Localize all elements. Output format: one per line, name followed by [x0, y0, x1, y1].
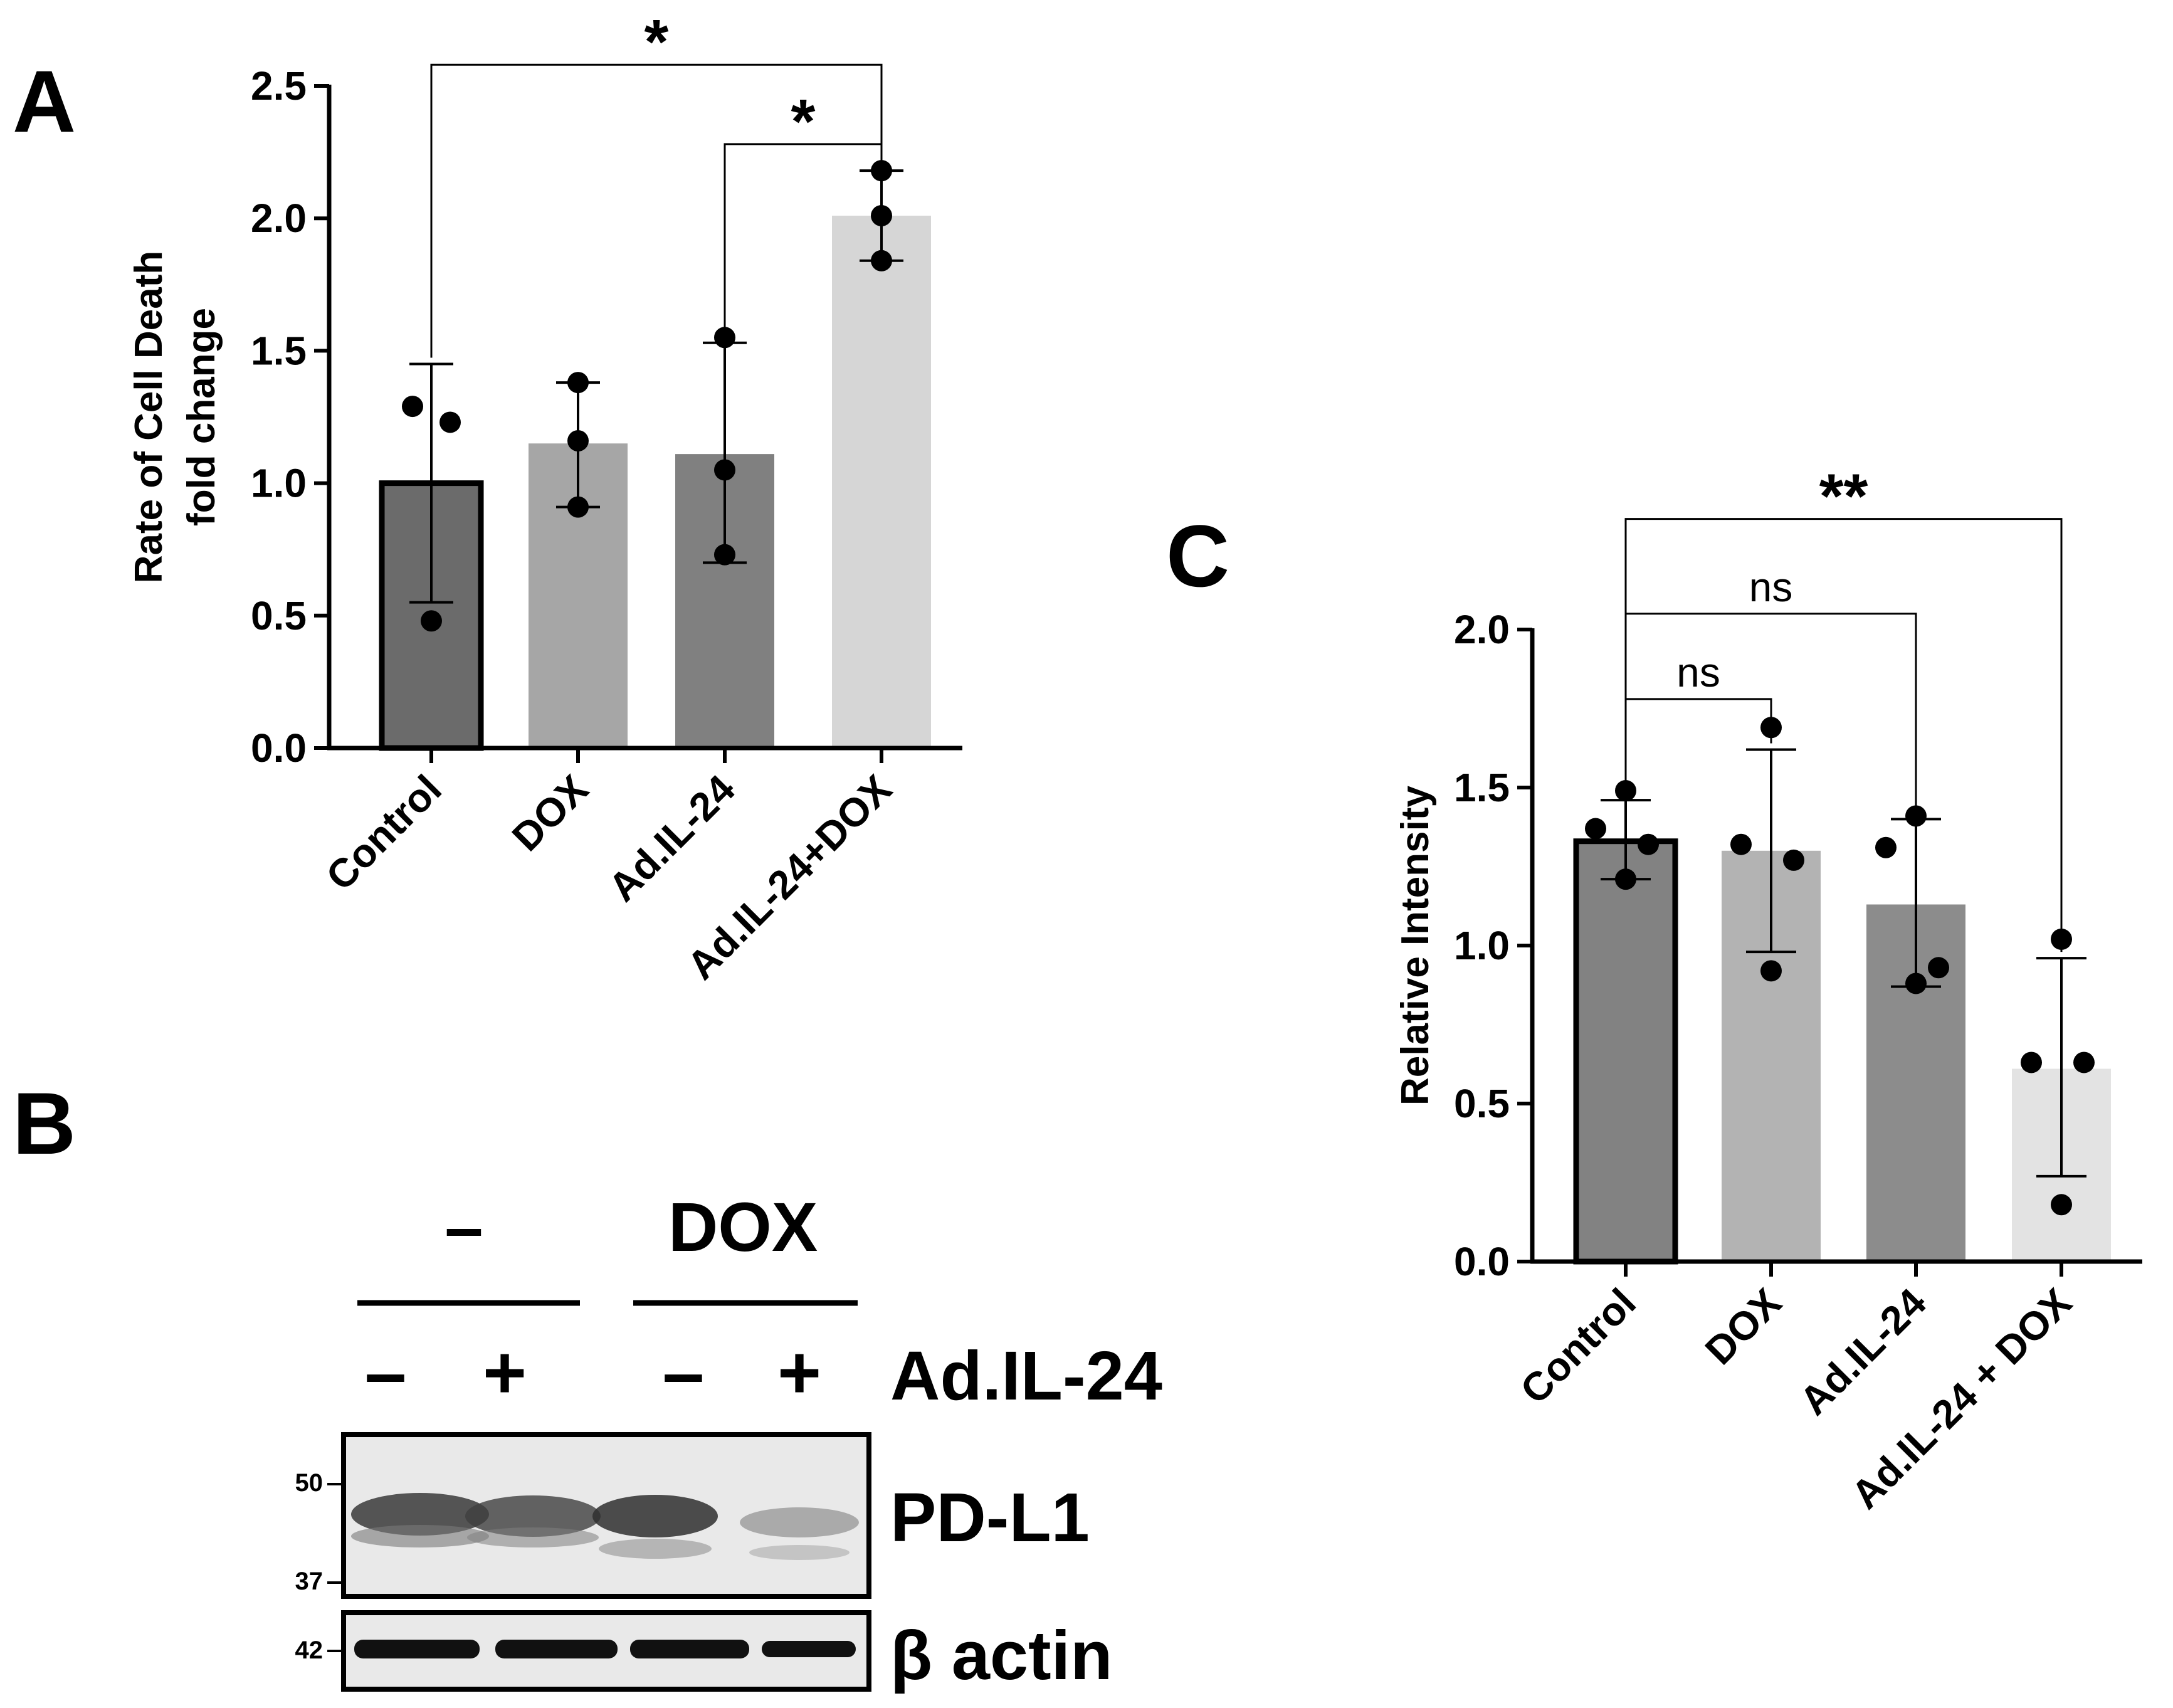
chart-a-ytick-1: 0.0	[251, 725, 307, 771]
chart-c-ytick-5: 2.0	[1454, 607, 1510, 652]
pdl1-bands	[351, 1493, 859, 1560]
chart-c-xtick-1: Control	[1512, 1280, 1644, 1413]
chart-c-point-4-3	[2073, 1052, 2095, 1073]
chart-a-significance-bracket-1	[430, 63, 883, 358]
pdl1-label: PD-L1	[890, 1479, 1090, 1556]
actin-bands	[354, 1640, 856, 1658]
western-blot-panel: – DOX – + – + Ad.IL-24 50 37 PD-L1	[295, 1189, 1162, 1694]
chart-a-ytick-4: 1.5	[251, 328, 307, 373]
chart-a-point-1-3	[421, 610, 442, 632]
chart-c: Relative Intensity 0.0 0.5 1.0 1.5 2.0 ** nsn…	[1394, 461, 2142, 1517]
chart-c-point-3-3	[1928, 957, 1949, 979]
lane-sign-1: –	[365, 1331, 407, 1415]
chart-c-significance-bracket-1	[1624, 518, 2063, 952]
chart-a-xtick-2: DOX	[503, 766, 597, 860]
chart-c-point-1-3	[1638, 833, 1659, 855]
actin-marker-42: 42	[295, 1637, 324, 1664]
chart-c-point-2-2	[1730, 833, 1752, 855]
chart-a-ytick-3: 1.0	[251, 461, 307, 506]
chart-a-point-2-1	[567, 372, 589, 394]
panel-c-letter: C	[1166, 507, 1229, 605]
chart-c-significance-label-3: ns	[1676, 649, 1720, 695]
chart-c-significance-bracket-3	[1624, 698, 1772, 794]
chart-a-point-4-1	[871, 160, 892, 182]
chart-c-significance-label-2: ns	[1749, 564, 1793, 610]
chart-a-point-3-1	[714, 327, 735, 349]
chart-a-point-4-3	[871, 250, 892, 271]
chart-c-point-2-3	[1783, 849, 1804, 871]
chart-c-xtick-3: Ad.IL-24	[1791, 1280, 1935, 1424]
chart-c-point-3-2	[1875, 836, 1897, 858]
pdl1-marker-37: 37	[295, 1568, 324, 1595]
chart-c-point-3-4	[1905, 973, 1927, 994]
chart-a-point-3-2	[714, 459, 735, 481]
chart-c-ytick-3: 1.0	[1454, 923, 1510, 968]
chart-c-point-3-1	[1905, 805, 1927, 827]
chart-a-xtick-3: Ad.IL-24	[599, 766, 744, 910]
chart-a-point-2-3	[567, 496, 589, 518]
chart-c-bar-1	[1573, 838, 1678, 1265]
chart-a-significance-label-1: *	[645, 7, 669, 77]
panel-a-letter: A	[13, 52, 76, 150]
chart-a-ytick-6: 2.5	[251, 63, 307, 108]
chart-a: Rate of Cell Death fold change 0.0 0.5 1.0 1…	[127, 7, 962, 988]
lane-sign-3: –	[663, 1331, 705, 1415]
chart-c-significance-label-1: **	[1819, 461, 1868, 532]
chart-a-ylabel: Rate of Cell Death fold change	[127, 251, 223, 584]
panel-b-letter: B	[13, 1074, 76, 1173]
chart-a-point-4-2	[871, 204, 892, 226]
adil24-row-label: Ad.IL-24	[890, 1337, 1162, 1415]
chart-c-point-4-4	[2051, 1194, 2072, 1216]
chart-c-ytick-1: 0.0	[1454, 1239, 1510, 1284]
chart-a-ylabel-line-2: fold change	[180, 308, 223, 526]
chart-c-xtick-2: DOX	[1697, 1280, 1790, 1373]
chart-c-point-1-4	[1615, 868, 1636, 890]
lane-sign-4: +	[777, 1331, 821, 1415]
chart-a-point-2-2	[567, 430, 589, 452]
actin-label: β actin	[890, 1617, 1112, 1694]
chart-a-xtick-1: Control	[317, 766, 450, 899]
chart-c-point-1-2	[1585, 818, 1606, 840]
chart-c-ylabel: Relative Intensity	[1394, 786, 1437, 1105]
chart-c-ytick-2: 0.5	[1454, 1081, 1510, 1126]
chart-a-significance-label-2: *	[791, 87, 816, 157]
chart-a-point-1-2	[439, 411, 461, 433]
group-label-untreated: –	[445, 1189, 483, 1266]
chart-c-point-4-2	[2021, 1052, 2042, 1073]
chart-a-point-3-3	[714, 544, 735, 566]
chart-c-point-2-4	[1760, 960, 1782, 982]
chart-a-bar-4	[832, 215, 931, 748]
chart-a-ytick-5: 2.0	[251, 196, 307, 241]
chart-a-point-1-1	[402, 396, 423, 418]
chart-c-ylabel-line-1: Relative Intensity	[1394, 786, 1437, 1105]
group-label-dox: DOX	[668, 1189, 818, 1266]
chart-a-ytick-2: 0.5	[251, 593, 307, 638]
pdl1-marker-50: 50	[295, 1469, 324, 1497]
chart-c-ytick-4: 1.5	[1454, 765, 1510, 810]
chart-a-significance-bracket-2	[723, 143, 883, 337]
chart-a-ylabel-line-1: Rate of Cell Death	[127, 251, 171, 584]
lane-sign-2: +	[483, 1331, 527, 1415]
